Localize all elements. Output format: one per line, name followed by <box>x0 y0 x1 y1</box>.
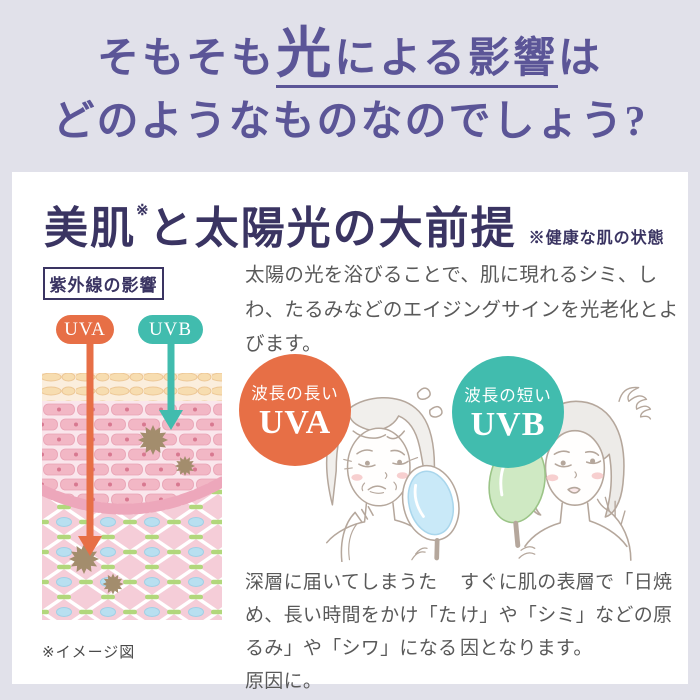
light-emphasis-underline: 光による影響 <box>276 24 558 88</box>
uva-badge-label: 波長の長い <box>251 384 339 403</box>
basal-cell-row <box>42 476 222 515</box>
hero-line1-em-rest: による影響 <box>334 36 558 82</box>
sweat-drop-icon <box>416 387 431 401</box>
wrinkle-line <box>344 467 353 470</box>
worried-mouth <box>567 486 581 494</box>
uva-description: 深層に届いてしまうため、長い時間をかけ「たるみ」や「シワ」になる原因に。 <box>245 572 458 693</box>
section-title-pre: 美肌 <box>44 204 136 253</box>
uvb-pill: UVB <box>138 315 203 344</box>
uvb-badge: 波長の短い UVB <box>452 356 564 468</box>
uva-badge: 波長の長い UVA <box>239 354 351 466</box>
sad-mouth <box>367 485 387 491</box>
hero-header: そもそも光による影響は どのようなものなのでしょう? <box>0 0 700 172</box>
uvb-arrow <box>159 342 183 430</box>
hero-title-line1: そもそも光による影響は <box>0 24 700 89</box>
uva-arrow <box>78 342 102 556</box>
uvb-badge-code: UVB <box>470 405 546 443</box>
wrinkle-line <box>343 458 352 462</box>
skin-layers <box>42 373 222 620</box>
frustration-squiggle-icon <box>618 386 652 420</box>
hand-mirror <box>401 464 460 561</box>
section-title: 美肌※と太陽光の大前提 ※健康な肌の状態 <box>44 192 665 256</box>
uva-pill: UVA <box>56 315 114 344</box>
face <box>544 429 606 506</box>
skin-cross-section-diagram <box>42 342 222 620</box>
diagram-caption: ※イメージ図 <box>42 644 136 661</box>
section-title-rest: と太陽光の大前提 <box>148 204 517 253</box>
stratum-corneum-layer <box>42 373 222 401</box>
uva-badge-code: UVA <box>258 403 332 441</box>
section-title-ref-mark: ※ <box>136 203 149 219</box>
wrinkle-line <box>409 456 419 461</box>
hero-title-line2: どのようなものなのでしょう? <box>52 99 648 145</box>
hero-line1-pre: そもそも <box>97 36 277 82</box>
hand <box>608 510 632 561</box>
face <box>346 427 411 507</box>
hero-line1-suffix: は <box>557 36 603 82</box>
hand <box>340 511 356 562</box>
hero-line1-big-char: 光 <box>276 23 335 84</box>
woman-worried-mirror-illustration <box>325 387 460 562</box>
uvb-description: すぐに肌の表層で「日焼け」や「シミ」などの原因となります。 <box>460 572 673 660</box>
sweat-drop-icon <box>428 405 443 418</box>
uv-influence-label-box: 紫外線の影響 <box>43 267 164 300</box>
section-title-note: ※健康な肌の状態 <box>528 230 665 247</box>
uvb-badge-label: 波長の短い <box>464 386 552 405</box>
intro-text: 太陽の光を浴びることで、肌に現れるシミ、しわ、たるみなどのエイジングサインを光老… <box>245 264 679 356</box>
hair <box>325 397 436 508</box>
